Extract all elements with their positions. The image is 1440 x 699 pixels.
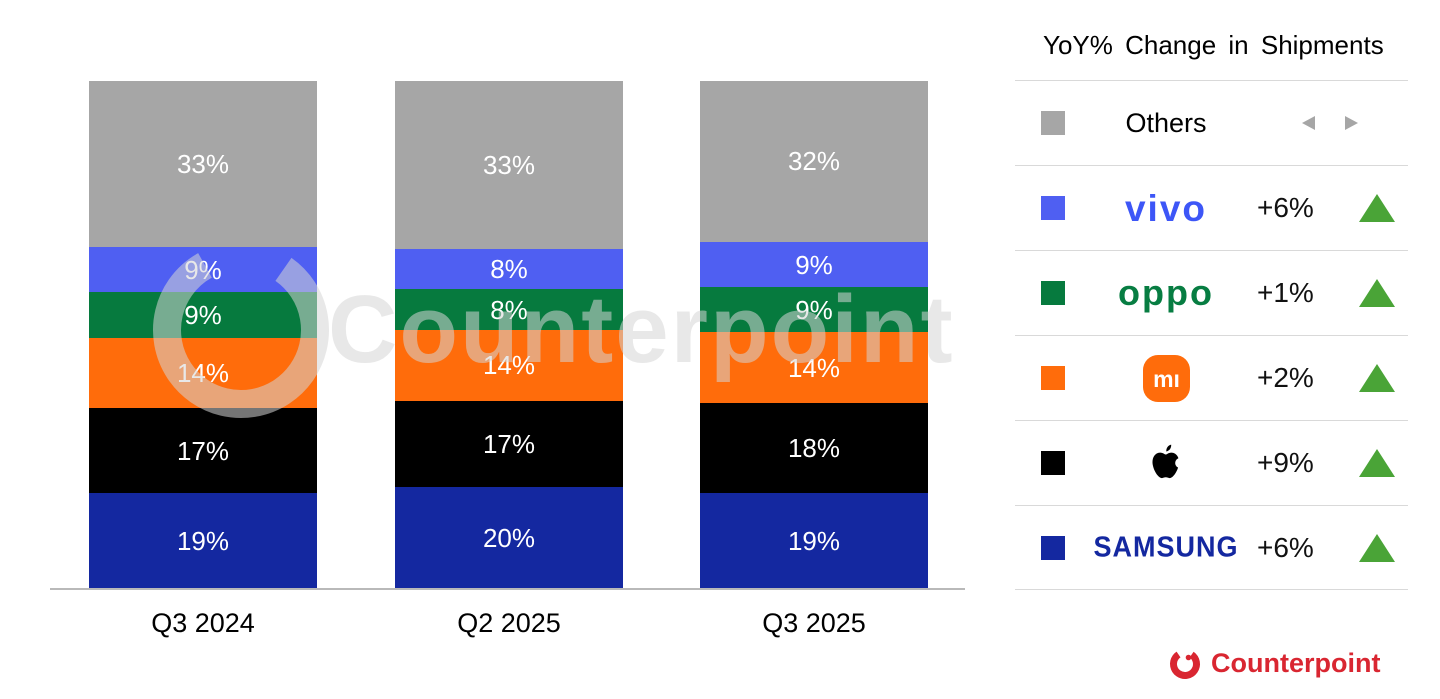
bar-segment-oppo: 9% xyxy=(89,292,317,338)
legend-indicator-flat xyxy=(1251,111,1408,135)
bar-segment-samsung: 20% xyxy=(395,487,623,589)
up-triangle-icon xyxy=(1359,364,1395,392)
legend-change-value: +6% xyxy=(1257,192,1314,223)
bar-segment-xiaomi: 14% xyxy=(700,332,928,403)
segment-value-label: 9% xyxy=(184,254,222,285)
segment-value-label: 14% xyxy=(787,352,841,383)
x-axis-line xyxy=(50,588,965,590)
apple-logo-icon xyxy=(1152,444,1186,479)
legend-logo-cell: vivo xyxy=(1081,190,1251,227)
legend-logo-cell: oppo xyxy=(1081,275,1251,311)
flat-arrow-icon xyxy=(1301,116,1358,130)
legend-swatch-samsung xyxy=(1041,535,1065,560)
oppo-logo: oppo xyxy=(1118,272,1214,313)
legend-indicator-up xyxy=(1346,449,1408,477)
stacked-bar: 32% 9% 9% 14% 18% 19% xyxy=(700,81,928,589)
segment-value-label: 33% xyxy=(176,148,230,179)
legend-indicator-up xyxy=(1346,364,1408,392)
legend-swatch-oppo xyxy=(1041,281,1065,305)
legend-change-value: +2% xyxy=(1257,362,1314,393)
svg-text:mı: mı xyxy=(1153,366,1180,392)
legend-indicator-up xyxy=(1346,279,1408,307)
others-logo: Others xyxy=(1125,107,1207,138)
bar-segment-apple: 17% xyxy=(89,407,317,494)
segment-value-label: 18% xyxy=(787,433,841,464)
x-axis-label: Q3 2025 xyxy=(762,608,866,638)
legend-swatch-others xyxy=(1041,111,1065,135)
segment-value-label: 8% xyxy=(490,253,528,284)
bar-segment-oppo: 9% xyxy=(700,287,928,333)
counterpoint-logo: Counterpoint xyxy=(1168,645,1380,681)
bar-segment-xiaomi: 14% xyxy=(89,337,317,408)
bar-segment-others: 33% xyxy=(89,81,317,247)
bar-segment-apple: 17% xyxy=(395,400,623,488)
stacked-bar: 33% 9% 9% 14% 17% 19% xyxy=(89,81,317,589)
xiaomi-mi-logo-icon: mı xyxy=(1142,354,1190,402)
segment-value-label: 14% xyxy=(482,350,536,381)
segment-value-label: 17% xyxy=(482,429,536,460)
x-axis-label: Q2 2025 xyxy=(457,608,561,638)
bar-segment-vivo: 9% xyxy=(700,241,928,288)
bar-segment-others: 33% xyxy=(395,81,623,249)
segment-value-label: 33% xyxy=(482,149,536,180)
legend-indicator-up xyxy=(1346,533,1408,562)
vivo-logo: vivo xyxy=(1124,187,1208,229)
legend-row-others: Others xyxy=(1015,80,1408,165)
bar-segment-xiaomi: 14% xyxy=(395,329,623,401)
legend-row-samsung: SAMSUNG +6% xyxy=(1015,505,1408,590)
legend-change-value: +6% xyxy=(1257,531,1314,563)
bar-segment-vivo: 9% xyxy=(89,246,317,293)
segment-value-label: 32% xyxy=(787,146,841,177)
legend-change-value: +9% xyxy=(1257,447,1314,478)
legend-swatch-vivo xyxy=(1041,196,1065,220)
segment-value-label: 14% xyxy=(176,357,230,388)
legend-row-vivo: vivo +6% xyxy=(1015,165,1408,250)
segment-value-label: 19% xyxy=(787,526,841,557)
legend-swatch-xiaomi xyxy=(1041,366,1065,390)
bar-segment-oppo: 8% xyxy=(395,289,623,330)
segment-value-label: 9% xyxy=(184,299,222,330)
segment-value-label: 8% xyxy=(490,294,528,325)
legend-swatch-apple xyxy=(1041,451,1065,475)
up-triangle-icon xyxy=(1359,279,1395,307)
segment-value-label: 20% xyxy=(482,523,536,554)
counterpoint-logo-text: Counterpoint xyxy=(1211,647,1381,678)
counterpoint-c-icon xyxy=(1170,649,1200,679)
legend-logo-cell xyxy=(1081,440,1251,486)
segment-value-label: 19% xyxy=(176,526,230,557)
legend-logo-cell: mı xyxy=(1081,354,1251,402)
legend-title: YoY% Change in Shipments xyxy=(1043,30,1384,60)
samsung-logo: SAMSUNG xyxy=(1093,531,1239,563)
bar-segment-apple: 18% xyxy=(700,402,928,494)
legend-logo-cell: SAMSUNG xyxy=(1081,531,1251,563)
legend-panel: YoY% Change in Shipments Others vivo +6% op… xyxy=(1015,0,1408,590)
up-triangle-icon xyxy=(1359,194,1395,222)
bar-segment-samsung: 19% xyxy=(700,493,928,589)
x-axis-label: Q3 2024 xyxy=(151,608,255,638)
segment-value-label: 9% xyxy=(795,249,833,280)
up-triangle-icon xyxy=(1359,449,1395,477)
up-triangle-icon xyxy=(1359,533,1395,562)
bar-segment-others: 32% xyxy=(700,81,928,242)
bar-segment-samsung: 19% xyxy=(89,493,317,589)
legend-row-apple: +9% xyxy=(1015,420,1408,505)
legend-row-xiaomi: mı +2% xyxy=(1015,335,1408,420)
stacked-bar: 33% 8% 8% 14% 17% 20% xyxy=(395,81,623,589)
legend-logo-cell: Others xyxy=(1081,107,1251,138)
segment-value-label: 17% xyxy=(176,435,230,466)
segment-value-label: 9% xyxy=(795,294,833,325)
legend-rows: Others vivo +6% oppo +1% mı +2% +9% SAMSUNG +6% xyxy=(1015,80,1408,590)
legend-change-value: +1% xyxy=(1257,277,1314,308)
legend-row-oppo: oppo +1% xyxy=(1015,250,1408,335)
bar-segment-vivo: 8% xyxy=(395,248,623,290)
legend-indicator-up xyxy=(1346,194,1408,222)
